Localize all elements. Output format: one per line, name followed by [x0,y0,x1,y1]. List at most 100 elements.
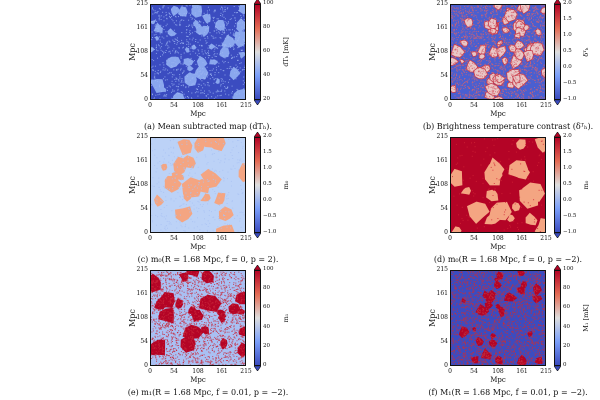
chart-panel-e: Mpc 0 54 108 161 215 0 54 108 161 215 Mpc 100 80 60 40 2… [0,265,300,399]
x-tick-label: 161 [216,368,228,375]
y-tick-label: 54 [140,205,148,212]
y-tick-label: 108 [436,314,448,321]
colorbar-top-arrow [254,0,261,4]
colorbar-tick-label: −1.0 [263,229,277,235]
colorbar-label: m₁ [282,313,290,323]
field-speckle [151,138,245,232]
x-tick-label: 215 [540,235,552,242]
colorbar-bottom-arrow [554,366,561,371]
colorbar-tick-label: 1.5 [263,149,272,155]
heatmap-plot [450,4,546,100]
field-speckle [452,138,545,232]
colorbar-tick-label: 40 [263,323,270,330]
x-tick-label: 108 [192,102,204,109]
colorbar-tick-label: 20 [263,96,270,102]
chart-panel-a: Mpc 0 54 108 161 215 0 54 108 161 215 Mpc 100 80 60 40 2… [0,0,300,133]
field-blobs [154,138,245,232]
y-tick-label: 108 [136,48,148,55]
colorbar-tick-label: 20 [263,342,270,349]
colorbar-tick-label: 1.5 [563,149,572,155]
x-tick-label: 54 [470,368,478,375]
colorbar-tick-label: 40 [563,323,570,330]
colorbar-tick-label: 80 [263,285,270,292]
chart-panel-c: Mpc 0 54 108 161 215 0 54 108 161 215 Mpc 2.0 1.5 1.0 0… [0,132,300,266]
y-tick-label: 161 [136,290,148,297]
y-tick-label: 108 [436,48,448,55]
colorbar-tick-label: 2.0 [563,133,572,139]
y-tick-label: 54 [140,338,148,345]
colorbar [254,270,261,366]
colorbar-tick-label: 2.0 [563,0,572,6]
x-tick-label: 215 [540,368,552,375]
x-tick-label: 215 [540,102,552,109]
y-tick-label: 215 [136,266,148,273]
x-tick-label: 215 [240,368,252,375]
heatmap-svg [451,5,545,99]
y-tick-label: 215 [136,133,148,140]
x-tick-label: 108 [492,368,504,375]
x-tick-label: 54 [470,235,478,242]
x-tick-label: 108 [492,102,504,109]
x-tick-label: 0 [148,368,152,375]
colorbar-top-arrow [554,265,561,270]
x-tick-label: 0 [148,102,152,109]
y-tick-label: 108 [136,181,148,188]
heatmap-svg [151,5,245,99]
colorbar-tick-label: 0.5 [263,181,272,187]
y-tick-label: 0 [444,229,448,236]
colorbar-tick-label: 60 [263,304,270,311]
x-tick-label: 0 [148,235,152,242]
colorbar-tick-label: 60 [263,48,270,54]
colorbar-tick-label: −1.0 [563,96,577,102]
heatmap-svg [151,138,245,232]
colorbar-tick-label: 20 [563,342,570,349]
colorbar-tick-label: 100 [263,0,274,6]
x-axis-label: Mpc [190,110,206,118]
colorbar [554,270,561,366]
y-tick-label: 0 [444,362,448,369]
x-tick-label: 161 [516,235,528,242]
colorbar-tick-label: 0.5 [563,48,572,54]
colorbar-tick-label: 40 [263,72,270,78]
colorbar-tick-label: 0.0 [563,197,572,203]
x-tick-label: 215 [240,102,252,109]
colorbar-tick-label: 1.0 [563,32,572,38]
colorbar-tick-label: 1.5 [563,16,572,22]
x-axis-label: Mpc [190,243,206,251]
colorbar-tick-label: 1.0 [563,165,572,171]
x-tick-label: 108 [492,235,504,242]
y-tick-label: 54 [440,205,448,212]
x-tick-label: 54 [170,235,178,242]
x-tick-label: 108 [192,235,204,242]
y-tick-label: 54 [140,72,148,79]
heatmap-plot [450,270,546,366]
colorbar-tick-label: 1.0 [263,165,272,171]
chart-panel-f: Mpc 0 54 108 161 215 0 54 108 161 215 Mpc 100 80 60 40 2… [300,265,600,399]
colorbar-tick-label: 0 [263,362,267,368]
x-tick-label: 0 [448,102,452,109]
colorbar [554,4,561,100]
chart-panel-b: Mpc 0 54 108 161 215 0 54 108 161 215 Mpc 2.0 1.5 1.0 0… [300,0,600,133]
colorbar-bottom-arrow [254,366,261,371]
y-tick-label: 0 [144,362,148,369]
x-axis-label: Mpc [490,243,506,251]
field-speckle [451,5,545,99]
x-tick-label: 54 [170,368,178,375]
x-tick-label: 54 [470,102,478,109]
colorbar-tick-label: −0.5 [563,213,577,219]
y-tick-label: 161 [436,24,448,31]
y-tick-label: 215 [436,0,448,7]
colorbar-tick-label: 60 [563,304,570,311]
colorbar-tick-label: 2.0 [263,133,272,139]
field-speckle [151,271,245,365]
colorbar-label: m₀ [582,180,590,190]
colorbar-tick-label: 0.5 [563,181,572,187]
x-tick-label: 54 [170,102,178,109]
heatmap-svg [151,271,245,365]
heatmap-plot [150,270,246,366]
chart-panel-d: Mpc 0 54 108 161 215 0 54 108 161 215 Mpc 2.0 1.5 1.0 0… [300,132,600,266]
colorbar-tick-label: −0.5 [563,80,577,86]
colorbar-top-arrow [254,265,261,270]
y-tick-label: 215 [436,133,448,140]
y-tick-label: 54 [440,338,448,345]
